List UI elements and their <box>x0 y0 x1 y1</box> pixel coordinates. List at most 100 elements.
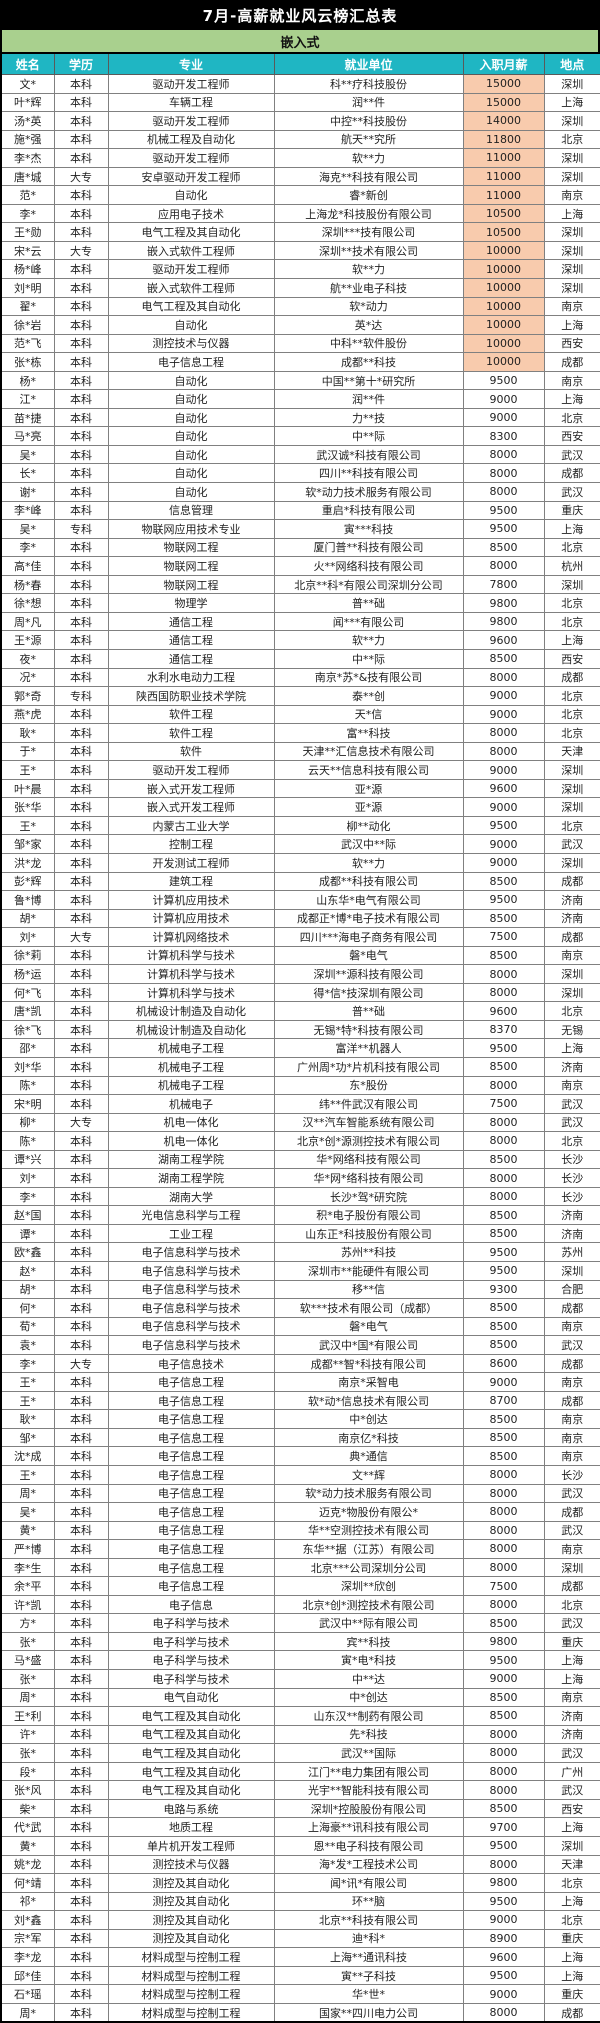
cell-employer: 海*发*工程技术公司 <box>273 1854 464 1875</box>
cell-name: 何*靖 <box>0 1873 55 1893</box>
cell-salary: 11800 <box>462 129 545 150</box>
cell-major: 水利水电动力工程 <box>107 667 275 688</box>
table-row: 李*峰 本科 信息管理 重启*科技有限公司 9500 重庆 <box>0 500 600 521</box>
cell-major: 自动化 <box>107 444 275 465</box>
cell-salary: 8000 <box>462 982 545 1003</box>
cell-major: 电子科学与技术 <box>107 1631 275 1652</box>
cell-employer: 中*创达 <box>273 1687 464 1708</box>
cell-name: 刘*明 <box>0 278 55 298</box>
cell-major: 软件工程 <box>107 723 275 743</box>
cell-salary: 8000 <box>462 1186 545 1207</box>
cell-employer: 闻*讯*有限公司 <box>273 1873 464 1893</box>
cell-location: 深圳 <box>543 1557 600 1578</box>
table-row: 王* 本科 电子信息工程 文**辉 8000 长沙 <box>0 1465 600 1485</box>
column-header-major: 专业 <box>107 52 275 75</box>
cell-name: 周* <box>0 1483 55 1504</box>
cell-location: 上海 <box>543 1669 600 1689</box>
table-row: 周* 本科 电气自动化 中*创达 8500 南京 <box>0 1687 600 1708</box>
cell-location: 深圳 <box>543 1835 600 1856</box>
cell-location: 西安 <box>543 1798 600 1819</box>
cell-education: 本科 <box>53 574 109 595</box>
cell-employer: 四川***海电子商务有限公司 <box>273 927 464 947</box>
cell-name: 杨* <box>0 370 55 391</box>
cell-location: 成都 <box>543 1502 600 1522</box>
table-row: 文* 本科 驱动开发工程师 科**疗科技股份 15000 深圳 <box>0 74 600 94</box>
cell-major: 机械设计制造及自动化 <box>107 1019 275 1040</box>
cell-major: 电子信息工程 <box>107 1390 275 1411</box>
cell-education: 本科 <box>53 1780 109 1800</box>
cell-major: 信息管理 <box>107 500 275 521</box>
cell-location: 南京 <box>543 1446 600 1467</box>
cell-employer: 武汉中**际有限公司 <box>273 1613 464 1633</box>
cell-employer: 海克**科技有限公司 <box>273 166 464 187</box>
cell-salary: 10000 <box>462 333 545 354</box>
table-row: 沈*成 本科 电子信息工程 典*通信 8500 南京 <box>0 1446 600 1467</box>
cell-employer: 软**力 <box>273 148 464 168</box>
cell-name: 李* <box>0 537 55 558</box>
cell-employer: 天津**汇信息技术有限公司 <box>273 741 464 762</box>
table-body: 文* 本科 驱动开发工程师 科**疗科技股份 15000 深圳 叶*辉 本科 车… <box>0 74 600 2023</box>
cell-name: 谭*兴 <box>0 1149 55 1170</box>
cell-name: 张*栋 <box>0 352 55 372</box>
cell-major: 控制工程 <box>107 834 275 854</box>
cell-education: 本科 <box>53 797 109 817</box>
cell-name: 宋*云 <box>0 240 55 261</box>
cell-major: 机电一体化 <box>107 1131 275 1151</box>
cell-employer: 润**件 <box>273 92 464 113</box>
cell-major: 材料成型与控制工程 <box>107 1947 275 1967</box>
cell-education: 本科 <box>53 407 109 428</box>
cell-name: 赵*国 <box>0 1205 55 1225</box>
cell-employer: 南京亿*科技 <box>273 1427 464 1448</box>
cell-major: 计算机科学与技术 <box>107 982 275 1003</box>
cell-name: 杨*运 <box>0 964 55 984</box>
cell-location: 深圳 <box>543 148 600 168</box>
cell-education: 本科 <box>53 723 109 743</box>
cell-salary: 10000 <box>462 296 545 317</box>
table-row: 杨*运 本科 计算机科学与技术 深圳**源科技有限公司 8000 深圳 <box>0 964 600 984</box>
cell-major: 测控技术与仪器 <box>107 333 275 354</box>
cell-education: 本科 <box>53 852 109 873</box>
cell-name: 邵* <box>0 1038 55 1058</box>
cell-salary: 9500 <box>462 1835 545 1856</box>
cell-employer: 东华**据（江苏）有限公司 <box>273 1539 464 1559</box>
cell-employer: 华*网*络科技有限公司 <box>273 1168 464 1188</box>
cell-major: 电子信息 <box>107 1594 275 1615</box>
cell-salary: 8500 <box>462 1335 545 1355</box>
cell-salary: 9600 <box>462 630 545 650</box>
cell-employer: 天*信 <box>273 704 464 725</box>
cell-major: 自动化 <box>107 389 275 409</box>
cell-salary: 11000 <box>462 148 545 168</box>
cell-major: 安卓驱动开发工程师 <box>107 166 275 187</box>
cell-education: 本科 <box>53 1854 109 1875</box>
cell-location: 济南 <box>543 1706 600 1726</box>
cell-location: 成都 <box>543 667 600 688</box>
cell-major: 光电信息科学与工程 <box>107 1205 275 1225</box>
cell-name: 许* <box>0 1724 55 1745</box>
cell-education: 本科 <box>53 278 109 298</box>
cell-employer: 重启*科技有限公司 <box>273 500 464 521</box>
cell-education: 本科 <box>53 185 109 205</box>
cell-salary: 9500 <box>462 815 545 836</box>
cell-employer: 成都正*博*电子技术有限公司 <box>273 908 464 929</box>
cell-salary: 8000 <box>462 1539 545 1559</box>
cell-major: 计算机科学与技术 <box>107 945 275 966</box>
cell-employer: 软**力 <box>273 630 464 650</box>
table-row: 王* 本科 内蒙古工业大学 柳**动化 9500 北京 <box>0 815 600 836</box>
table-row: 何* 本科 电子信息科学与技术 软***技术有限公司（成都） 8500 成都 <box>0 1298 600 1318</box>
table-row: 余*平 本科 电子信息工程 深圳**欣创 7500 成都 <box>0 1576 600 1596</box>
table-row: 黄* 本科 单片机开发工程师 恩**电子科技有限公司 9500 深圳 <box>0 1835 600 1856</box>
table-row: 邵* 本科 机械电子工程 富洋**机器人 9500 上海 <box>0 1038 600 1058</box>
cell-name: 胡* <box>0 908 55 929</box>
cell-location: 长沙 <box>543 1465 600 1485</box>
table-row: 张*栋 本科 电子信息工程 成都**科技 10000 成都 <box>0 352 600 372</box>
cell-name: 段* <box>0 1761 55 1782</box>
cell-location: 北京 <box>543 1594 600 1615</box>
cell-name: 黄* <box>0 1835 55 1856</box>
cell-location: 南京 <box>543 1427 600 1448</box>
table-row: 柳* 大专 机电一体化 汉**汽车智能系统有限公司 8000 武汉 <box>0 1112 600 1133</box>
cell-location: 北京 <box>543 593 600 613</box>
cell-location: 上海 <box>543 630 600 650</box>
cell-salary: 8000 <box>462 444 545 465</box>
cell-name: 张* <box>0 1743 55 1763</box>
